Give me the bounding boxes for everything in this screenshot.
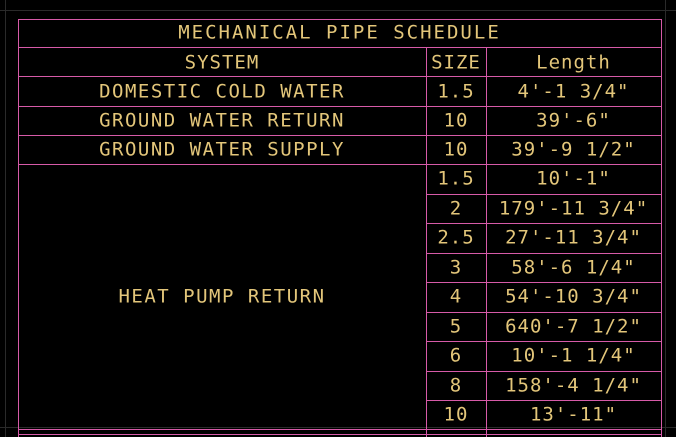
size-cell: 10 <box>443 138 469 161</box>
group-system-cell: HEAT PUMP RETURN <box>118 285 326 308</box>
system-cell: DOMESTIC COLD WATER <box>99 80 345 103</box>
table-rule <box>18 429 662 430</box>
table-rule <box>486 47 487 437</box>
length-cell: 58'-6 1/4" <box>511 256 636 279</box>
size-cell: 10 <box>443 109 469 132</box>
background-grid-line <box>0 427 676 428</box>
table-rule <box>426 312 662 313</box>
size-cell: 2.5 <box>437 226 475 249</box>
size-cell: 5 <box>449 315 463 338</box>
table-rule <box>18 434 662 435</box>
size-cell: 4 <box>449 285 463 308</box>
length-cell: 10'-1 1/4" <box>511 344 636 367</box>
length-cell: 54'-10 3/4" <box>505 285 642 308</box>
length-cell: 27'-11 3/4" <box>505 226 642 249</box>
background-grid-line <box>0 10 676 11</box>
system-cell: GROUND WATER RETURN <box>99 109 345 132</box>
table-rule <box>18 76 662 77</box>
length-cell: 158'-4 1/4" <box>505 374 642 397</box>
schedule-title: MECHANICAL PIPE SCHEDULE <box>178 21 501 44</box>
length-cell: 4'-1 3/4" <box>517 80 630 103</box>
table-rule <box>18 19 19 437</box>
table-rule <box>18 135 662 136</box>
table-rule <box>426 253 662 254</box>
background-grid-line <box>665 0 666 437</box>
background-grid-line <box>5 0 6 437</box>
table-rule <box>18 47 662 48</box>
size-cell: 8 <box>449 374 463 397</box>
table-rule <box>426 371 662 372</box>
length-cell: 640'-7 1/2" <box>505 315 642 338</box>
size-cell: 1.5 <box>437 80 475 103</box>
table-rule <box>18 106 662 107</box>
header-size: SIZE <box>431 51 481 74</box>
table-rule <box>426 400 662 401</box>
table-rule <box>661 19 662 437</box>
table-rule <box>426 341 662 342</box>
length-cell: 39'-9 1/2" <box>511 138 636 161</box>
table-rule <box>426 47 427 437</box>
length-cell: 179'-11 3/4" <box>498 197 649 220</box>
length-cell: 13'-11" <box>529 403 618 426</box>
table-rule <box>426 223 662 224</box>
header-length: Length <box>536 51 611 74</box>
size-cell: 6 <box>449 344 463 367</box>
size-cell: 2 <box>449 197 463 220</box>
header-system: SYSTEM <box>184 51 260 74</box>
length-cell: 10'-1" <box>536 167 611 190</box>
table-rule <box>18 164 662 165</box>
size-cell: 3 <box>449 256 463 279</box>
size-cell: 10 <box>443 403 469 426</box>
system-cell: GROUND WATER SUPPLY <box>99 138 345 161</box>
table-rule <box>18 19 662 20</box>
length-cell: 39'-6" <box>536 109 611 132</box>
table-rule <box>426 282 662 283</box>
size-cell: 1.5 <box>437 167 475 190</box>
table-rule <box>426 194 662 195</box>
